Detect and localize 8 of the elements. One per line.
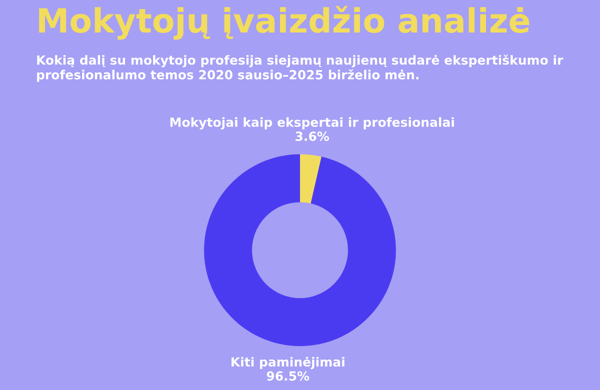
slice-label: Kiti paminėjimai <box>232 356 344 370</box>
data-label: 3.6% <box>296 132 330 141</box>
donut-slice <box>204 154 396 346</box>
chart-title: Mokytojų įvaizdžio analizė <box>39 6 530 40</box>
donut-slice <box>300 154 322 204</box>
data-label: 96.5% <box>266 371 310 381</box>
chart-subtitle: Kokią dalį su mokytojo profesija siejamų naujienų sudarė ekspertiškumo ir profesionalumo temos 2020 sausio–2025 birželio mėn. <box>37 54 564 82</box>
slice-label: Mokytojai kaip ekspertai ir profesionalai <box>170 117 454 130</box>
